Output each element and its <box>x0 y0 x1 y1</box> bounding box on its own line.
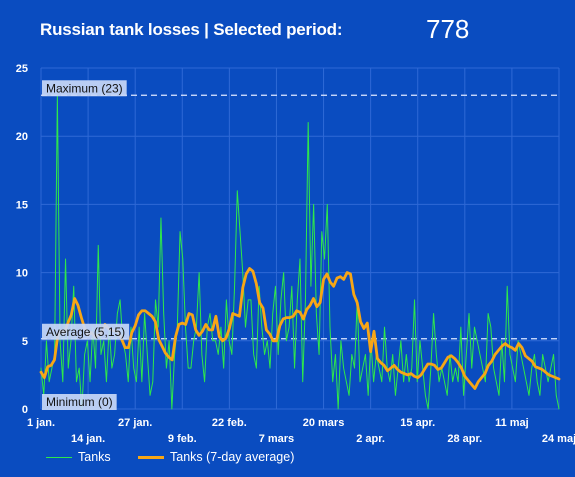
x-axis: 1 jan. 14 jan. 27 jan. 9 feb. 22 feb. 7 mars 2… <box>27 417 575 445</box>
reference-label-box <box>42 323 130 340</box>
x-tick-label: 22 feb. <box>212 417 247 429</box>
x-tick-label: 7 mars <box>259 433 294 445</box>
reference-label: Maximum (23) <box>42 80 127 97</box>
y-tick-label: 5 <box>22 336 28 348</box>
reference-label-text: Minimum (0) <box>46 395 113 409</box>
legend-swatch-average <box>138 455 164 459</box>
series <box>39 94 561 410</box>
legend-label-tanks: Tanks <box>78 450 111 464</box>
y-tick-label: 25 <box>16 63 28 75</box>
reference-labels: Maximum (23) Average (5,15) Minimum (0) <box>42 80 130 410</box>
reference-label: Minimum (0) <box>42 394 117 410</box>
series-line-average <box>39 267 561 390</box>
reference-label-text: Average (5,15) <box>46 325 125 339</box>
grid <box>40 67 560 410</box>
reference-label-text: Maximum (23) <box>46 81 123 95</box>
reference-label-box <box>42 80 127 97</box>
selected-period-total: 778 <box>426 14 470 44</box>
x-tick-label: 11 maj <box>495 417 529 429</box>
x-tick-label: 20 mars <box>303 417 345 429</box>
y-tick-label: 20 <box>16 131 28 143</box>
y-axis: 0 5 10 15 20 25 <box>16 63 28 416</box>
y-tick-label: 15 <box>16 199 28 211</box>
legend-swatch-tanks <box>46 456 72 458</box>
x-tick-label: 28 apr. <box>447 433 482 445</box>
x-tick-label: 15 apr. <box>400 417 435 429</box>
x-tick-label: 24 maj <box>542 433 575 445</box>
legend-item-average[interactable]: Tanks (7-day average) <box>138 450 294 464</box>
x-tick-label: 27 jan. <box>118 417 152 429</box>
legend-item-tanks[interactable]: Tanks <box>46 450 111 464</box>
x-tick-label: 9 feb. <box>168 433 197 445</box>
x-tick-label: 2 apr. <box>356 433 385 445</box>
reference-label: Average (5,15) <box>42 323 130 340</box>
y-tick-label: 0 <box>22 404 28 416</box>
reference-lines <box>41 94 559 340</box>
y-tick-label: 10 <box>16 268 28 280</box>
x-tick-label: 14 jan. <box>71 433 105 445</box>
reference-label-box <box>42 394 117 410</box>
legend-label-average: Tanks (7-day average) <box>170 450 295 464</box>
series-line-tanks <box>40 94 560 410</box>
chart-title: Russian tank losses | Selected period: <box>40 20 343 39</box>
x-tick-label: 1 jan. <box>27 417 55 429</box>
